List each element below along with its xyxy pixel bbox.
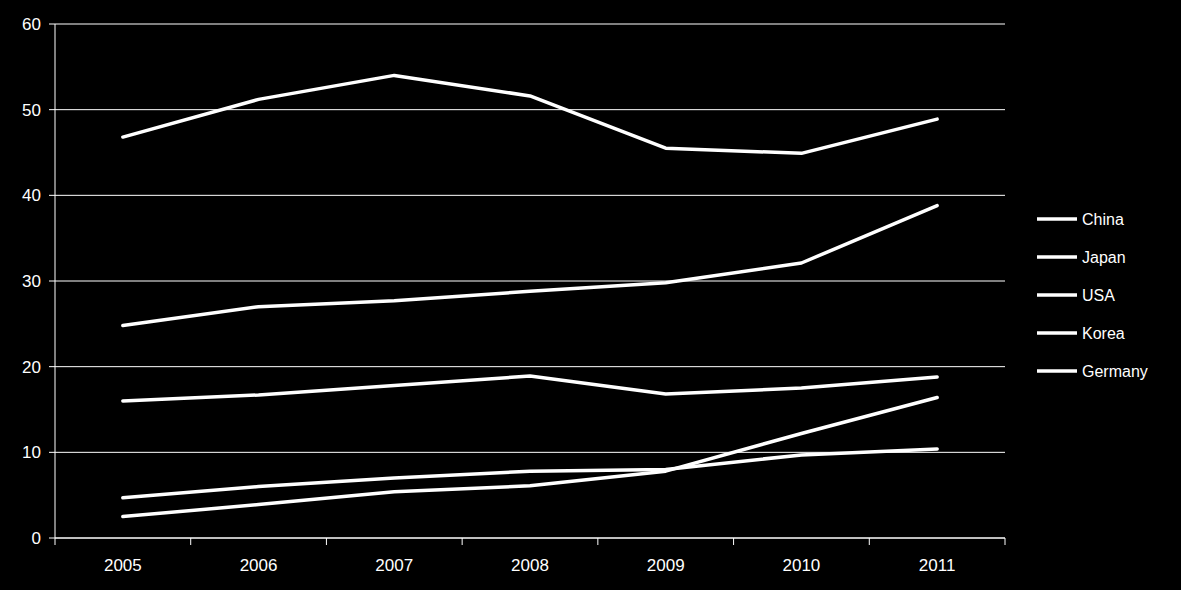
x-tick-label: 2010 (783, 556, 821, 575)
x-tick (55, 538, 56, 545)
x-tick (869, 538, 870, 545)
x-tick (462, 538, 463, 545)
x-tick-label: 2006 (240, 556, 278, 575)
grid-line (55, 24, 1005, 25)
legend-swatch (1037, 217, 1077, 221)
x-tick (190, 538, 191, 545)
grid-line (55, 281, 1005, 282)
x-tick-label: 2005 (104, 556, 142, 575)
legend-label: USA (1082, 287, 1115, 304)
y-tick (49, 281, 55, 282)
y-tick-label: 50 (22, 101, 41, 120)
series-line (123, 398, 937, 517)
grid-line (55, 109, 1005, 110)
x-tick-label: 2007 (375, 556, 413, 575)
y-tick (49, 366, 55, 367)
x-tick-label: 2011 (919, 556, 956, 575)
series-line (123, 449, 937, 498)
y-tick-label: 40 (22, 186, 41, 205)
y-tick (49, 452, 55, 453)
y-tick-label: 60 (22, 15, 41, 34)
y-tick-label: 20 (22, 358, 41, 377)
x-tick-label: 2009 (647, 556, 685, 575)
chart-svg: 0 10 20 30 40 50 60 2005 2006 2007 2008 2009 2010 201… (0, 0, 1181, 590)
series-line (123, 376, 937, 401)
legend-swatch (1037, 331, 1077, 335)
legend-label: China (1082, 211, 1124, 228)
chart-container: 0 10 20 30 40 50 60 2005 2006 2007 2008 2009 2010 201… (0, 0, 1181, 590)
y-axis (55, 24, 56, 538)
y-tick (49, 538, 55, 539)
x-tick (326, 538, 327, 545)
grid-line (55, 366, 1005, 367)
x-tick (1005, 538, 1006, 545)
plot-area (123, 75, 937, 516)
y-tick-label: 30 (22, 272, 41, 291)
x-tick-label: 2008 (511, 556, 549, 575)
legend-label: Japan (1082, 249, 1126, 266)
x-axis (55, 538, 1005, 539)
legend-label: Germany (1082, 363, 1148, 380)
grid-line (55, 195, 1005, 196)
legend-label: Korea (1082, 325, 1125, 342)
legend-swatch (1037, 255, 1077, 259)
grid-line (55, 538, 1005, 539)
y-tick (49, 195, 55, 196)
series-line (123, 206, 937, 326)
y-tick (49, 24, 55, 25)
background (0, 0, 1181, 590)
x-tick (733, 538, 734, 545)
series-line (123, 75, 937, 153)
x-tick (597, 538, 598, 545)
legend-swatch (1037, 369, 1077, 373)
y-tick-label: 0 (32, 529, 41, 548)
legend-swatch (1037, 293, 1077, 297)
y-tick (49, 109, 55, 110)
y-tick-label: 10 (22, 443, 41, 462)
